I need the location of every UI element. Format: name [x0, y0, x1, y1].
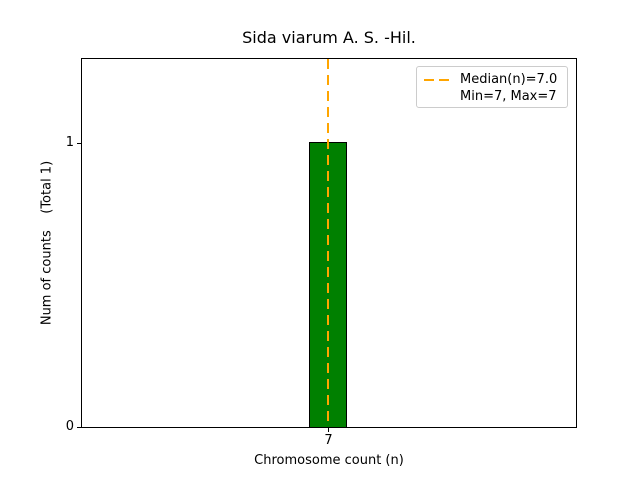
- chart-title: Sida viarum A. S. -Hil.: [242, 28, 416, 47]
- plot-area: Median(n)=7.0 Min=7, Max=7: [81, 58, 577, 428]
- legend: Median(n)=7.0 Min=7, Max=7: [416, 66, 568, 108]
- legend-label-minmax: Min=7, Max=7: [460, 89, 557, 104]
- legend-entry-median: Median(n)=7.0: [424, 71, 561, 88]
- y-axis-label: Num of counts (Total 1): [39, 160, 55, 326]
- median-line: [327, 59, 329, 427]
- y-tick-label-1: 1: [65, 135, 74, 150]
- x-tick-mark-7: [328, 428, 329, 432]
- y-tick-mark-1: [77, 143, 81, 144]
- x-axis-label: Chromosome count (n): [254, 453, 404, 468]
- legend-entry-minmax: Min=7, Max=7: [424, 88, 561, 105]
- y-tick-mark-0: [77, 427, 81, 428]
- x-tick-label-7: 7: [324, 433, 333, 448]
- orange-dashed-line-icon: [424, 78, 451, 81]
- y-tick-label-0: 0: [65, 419, 74, 434]
- legend-label-median: Median(n)=7.0: [460, 72, 558, 87]
